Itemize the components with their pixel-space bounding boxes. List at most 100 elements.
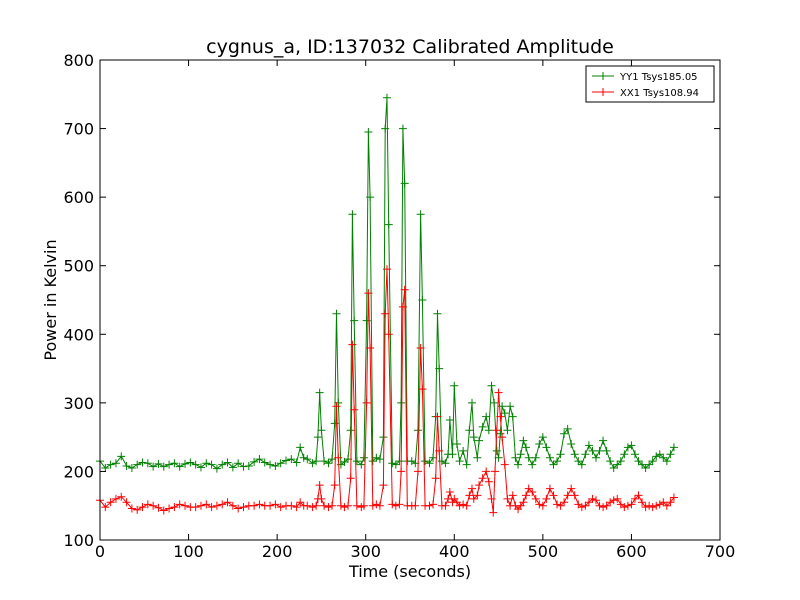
data-point	[503, 426, 512, 435]
data-point	[528, 488, 537, 496]
data-point	[397, 398, 406, 407]
data-point	[315, 388, 324, 397]
data-point	[296, 443, 305, 452]
data-point	[191, 503, 200, 512]
x-axis-title: Time (seconds)	[348, 562, 471, 581]
data-point	[560, 429, 569, 438]
legend-label: XX1 Tsys108.94	[620, 88, 699, 99]
data-point	[490, 398, 499, 407]
legend-entry: YY1 Tsys185.05	[592, 72, 698, 83]
data-point	[669, 493, 678, 502]
data-point	[577, 460, 586, 469]
data-point	[492, 446, 501, 455]
data-point	[416, 210, 425, 219]
x-tick-label: 100	[173, 542, 204, 561]
data-point	[191, 460, 200, 469]
legend-marker	[599, 88, 607, 96]
data-point	[255, 455, 264, 464]
data-point	[433, 309, 442, 318]
data-point	[170, 459, 179, 468]
data-point	[506, 402, 515, 411]
data-point	[181, 501, 190, 510]
data-point	[303, 455, 312, 464]
data-point	[149, 462, 158, 471]
data-point	[407, 457, 416, 466]
data-point	[271, 461, 280, 470]
data-point	[475, 481, 484, 490]
data-point	[359, 453, 368, 462]
data-point	[450, 381, 459, 390]
data-point	[202, 459, 211, 468]
data-point	[638, 498, 647, 507]
data-point	[364, 289, 373, 298]
data-point	[143, 500, 152, 509]
data-point	[627, 441, 636, 450]
data-point	[352, 457, 361, 466]
y-tick-label: 200	[63, 462, 94, 481]
data-point	[549, 460, 558, 469]
data-point	[487, 494, 496, 503]
data-point	[500, 409, 509, 418]
y-tick-label: 400	[63, 325, 94, 344]
data-point	[344, 501, 352, 510]
data-point	[413, 467, 422, 476]
data-point	[567, 484, 576, 493]
data-point	[588, 446, 597, 455]
data-point	[320, 457, 329, 466]
data-point	[666, 498, 675, 507]
y-axis-title: Power in Kelvin	[41, 239, 60, 360]
data-point	[570, 450, 579, 459]
data-point	[381, 124, 390, 133]
data-point	[553, 457, 562, 466]
data-point	[398, 302, 407, 311]
data-point	[491, 467, 500, 476]
data-point	[364, 128, 373, 136]
data-point	[519, 436, 528, 445]
data-point	[218, 500, 227, 509]
data-point	[368, 501, 377, 510]
data-point	[459, 500, 468, 509]
data-point	[531, 494, 540, 503]
data-point	[292, 458, 301, 467]
data-point	[609, 496, 618, 505]
data-point	[496, 429, 505, 438]
data-point	[346, 426, 355, 435]
data-point	[362, 398, 371, 407]
data-point	[391, 460, 400, 469]
data-point	[127, 504, 136, 513]
data-point	[207, 460, 216, 469]
data-point	[359, 501, 368, 510]
data-point	[595, 501, 604, 510]
data-point	[375, 501, 384, 510]
data-point	[511, 453, 520, 462]
data-point	[196, 501, 205, 510]
data-point	[448, 450, 457, 459]
data-point	[271, 500, 280, 509]
data-point	[609, 464, 618, 472]
data-point	[627, 500, 636, 509]
data-point	[592, 496, 600, 505]
data-point	[250, 457, 259, 466]
x-tick-label: 600	[616, 542, 647, 561]
data-point	[328, 455, 337, 464]
data-point	[519, 498, 528, 507]
x-tick-label: 0	[95, 542, 105, 561]
data-point	[379, 481, 388, 490]
data-point	[260, 458, 269, 467]
data-point	[223, 458, 232, 467]
data-point	[567, 440, 576, 448]
data-point	[324, 503, 333, 512]
data-point	[336, 501, 345, 510]
x-tick-label: 500	[528, 542, 559, 561]
data-point	[165, 460, 174, 469]
y-tick-label: 800	[63, 51, 94, 70]
data-point	[122, 461, 131, 470]
data-point	[662, 501, 671, 510]
data-point	[138, 458, 147, 467]
data-point	[563, 491, 572, 500]
data-point	[234, 504, 243, 513]
data-point	[228, 501, 237, 510]
data-point	[425, 459, 434, 468]
data-point	[478, 422, 487, 431]
data-point	[352, 501, 361, 510]
